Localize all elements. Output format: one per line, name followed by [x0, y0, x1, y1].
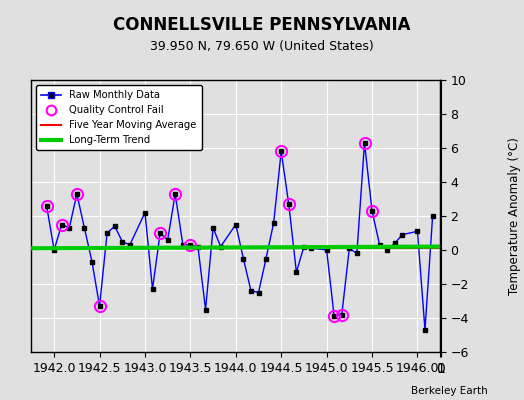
Text: Berkeley Earth: Berkeley Earth — [411, 386, 487, 396]
Text: Temperature Anomaly (°C): Temperature Anomaly (°C) — [508, 137, 521, 295]
Legend: Raw Monthly Data, Quality Control Fail, Five Year Moving Average, Long-Term Tren: Raw Monthly Data, Quality Control Fail, … — [37, 85, 202, 150]
Text: CONNELLSVILLE PENNSYLVANIA: CONNELLSVILLE PENNSYLVANIA — [113, 16, 411, 34]
Text: 39.950 N, 79.650 W (United States): 39.950 N, 79.650 W (United States) — [150, 40, 374, 53]
